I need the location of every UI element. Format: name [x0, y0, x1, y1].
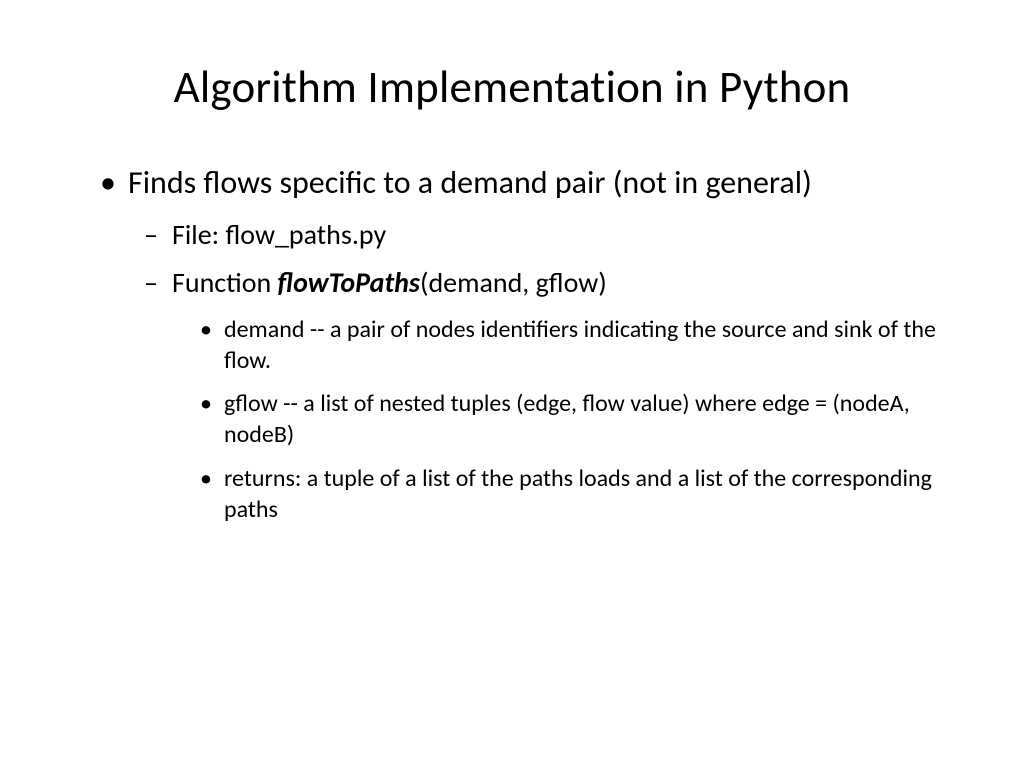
- bullet-level2: File: flow_paths.py: [144, 217, 964, 253]
- bullet-level3: demand -- a pair of nodes identifiers in…: [200, 314, 964, 376]
- function-suffix: (demand, gflow): [420, 265, 607, 300]
- bullet-level2-function: Function flowToPaths(demand, gflow): [144, 265, 964, 301]
- function-name: flowToPaths: [278, 265, 420, 300]
- bullet-level3: gflow -- a list of nested tuples (edge, …: [200, 388, 964, 450]
- bullet-level3: returns: a tuple of a list of the paths …: [200, 463, 964, 525]
- bullet-level1: Finds flows specific to a demand pair (n…: [100, 163, 964, 203]
- function-prefix: Function: [172, 265, 278, 300]
- slide: Algorithm Implementation in Python Finds…: [0, 0, 1024, 768]
- slide-title: Algorithm Implementation in Python: [60, 60, 964, 115]
